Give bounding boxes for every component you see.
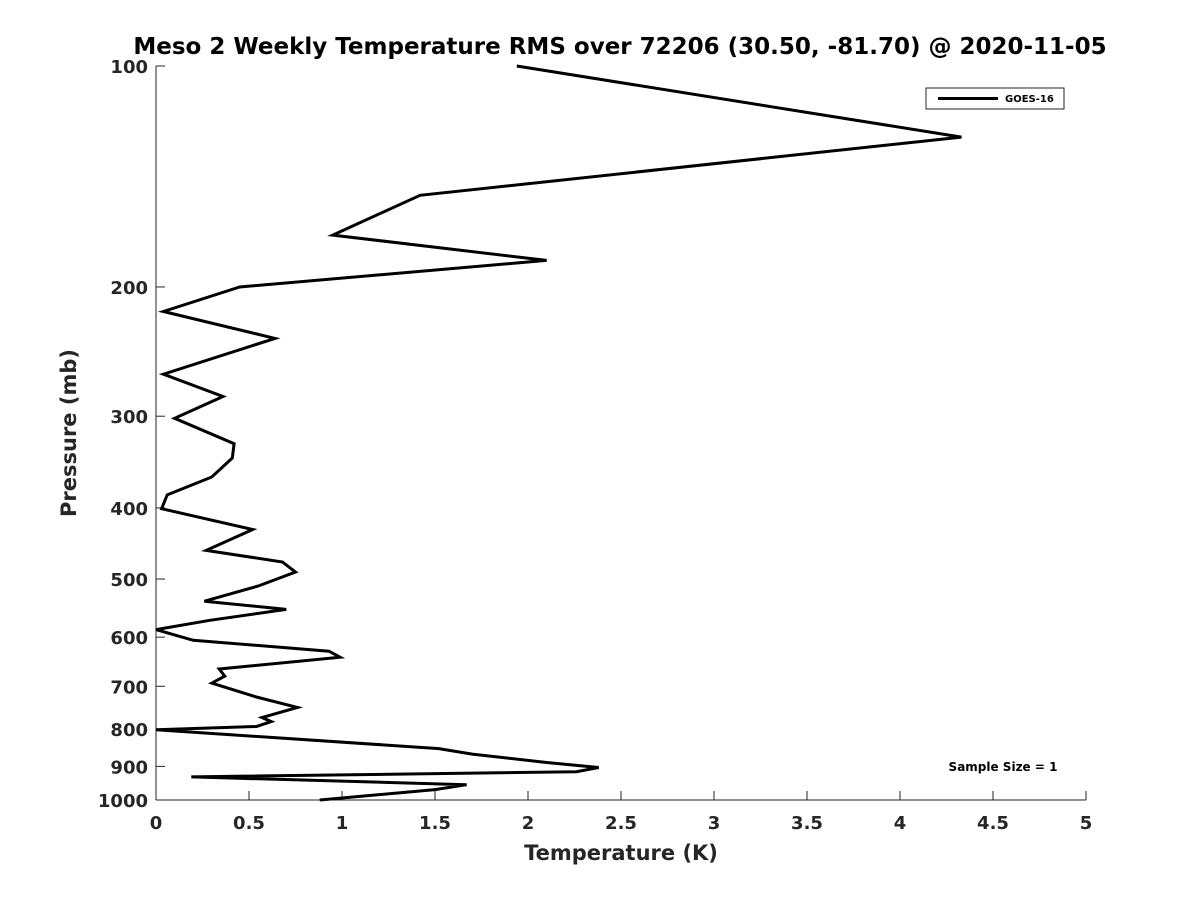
series-layer [155,64,962,802]
x-tick-label: 1 [336,813,349,834]
x-tick-label: 3.5 [791,813,823,834]
x-tick-label: 4.5 [977,813,1009,834]
x-axis-label: Temperature (K) [524,841,718,865]
x-tick-label: 3 [708,813,721,834]
legend: GOES-16 [925,87,1065,110]
axes [155,66,1086,801]
y-ticks: 100 200 300 400 500 600 700 800 900 1000 [98,57,165,812]
x-tick-label: 2.5 [605,813,637,834]
chart-title: Meso 2 Weekly Temperature RMS over 72206… [133,34,1106,60]
y-tick-label: 1000 [98,791,148,812]
x-tick-label: 0.5 [233,813,265,834]
y-tick-label: 100 [110,57,148,78]
y-tick-label: 900 [110,757,148,778]
legend-label: GOES-16 [1005,94,1054,105]
y-tick-label: 800 [110,720,148,741]
y-tick-label: 400 [110,499,148,520]
sample-size-annotation: Sample Size = 1 [949,760,1058,774]
series-line-goes-16 [155,64,962,802]
y-tick-label: 500 [110,570,148,591]
y-tick-label: 600 [110,628,148,649]
y-tick-label: 200 [110,278,148,299]
y-tick-label: 700 [110,677,148,698]
y-tick-label: 300 [110,407,148,428]
y-axis-label: Pressure (mb) [57,349,81,517]
x-tick-label: 0 [150,813,163,834]
x-tick-label: 4 [894,813,907,834]
x-tick-label: 2 [522,813,535,834]
x-tick-label: 1.5 [419,813,451,834]
x-tick-label: 5 [1080,813,1093,834]
x-ticks: 0 0.5 1 1.5 2 2.5 3 3.5 4 4.5 5 [150,791,1093,834]
